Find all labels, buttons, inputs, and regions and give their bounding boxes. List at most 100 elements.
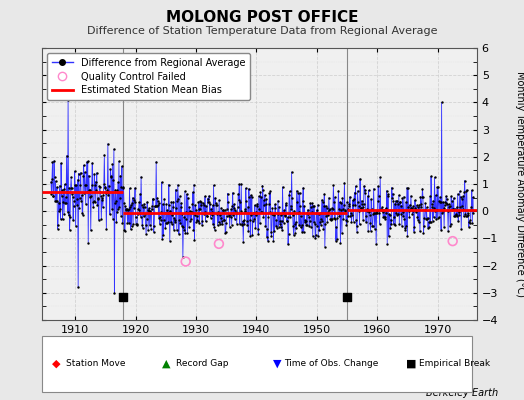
Point [442,196,451,202]
Point [134,206,143,213]
Point [399,213,408,220]
Point [219,207,227,213]
Text: MOLONG POST OFFICE: MOLONG POST OFFICE [166,10,358,25]
Point [172,205,180,211]
Point [423,214,432,221]
Point [326,216,334,222]
Point [335,213,344,220]
Point [266,188,275,195]
Point [218,221,226,228]
Point [79,212,87,218]
Point [119,185,127,191]
Point [217,205,225,211]
Point [398,222,406,229]
Point [351,183,359,189]
Point [209,202,217,208]
Point [193,217,202,223]
Point [89,204,97,210]
Point [216,221,224,228]
Point [128,194,137,201]
Point [49,193,57,199]
Point [299,198,307,204]
Point [286,214,294,220]
Point [354,207,363,214]
Point [278,184,287,190]
Point [65,184,73,191]
Point [344,206,352,212]
Point [363,208,371,215]
Point [146,222,154,228]
Point [254,225,262,232]
Point [373,210,381,216]
Point [183,191,191,197]
Point [347,219,356,226]
Point [311,220,319,227]
Point [432,216,440,222]
Point [169,203,177,210]
Point [350,196,358,202]
Point [425,219,434,226]
Point [112,198,120,205]
Point [63,189,71,195]
Point [239,239,247,245]
Point [158,235,167,242]
Point [111,200,119,206]
Point [437,227,445,233]
Point [337,200,346,206]
Point [77,170,85,176]
Point [300,202,308,209]
Point [186,218,194,225]
Point [163,207,171,214]
Point [238,222,246,228]
Point [423,216,431,223]
Point [440,204,448,211]
Point [304,211,312,217]
Point [82,158,91,165]
Point [311,234,320,241]
Point [292,188,301,194]
Point [355,203,363,210]
Point [468,219,476,226]
Point [64,212,73,218]
Point [453,213,462,219]
Point [387,221,396,227]
Point [47,191,56,198]
Point [296,203,304,209]
Point [357,205,365,212]
Point [139,204,147,210]
Point [132,220,140,227]
Point [200,210,208,217]
Point [247,212,256,218]
Point [461,211,470,218]
Point [352,222,361,229]
Point [144,207,152,214]
Point [460,213,468,220]
Point [103,189,111,195]
Point [209,221,217,228]
Point [85,187,93,193]
Point [297,224,305,230]
Point [138,224,147,231]
Point [429,214,438,220]
Point [226,210,234,217]
Point [126,204,134,210]
Point [449,206,457,213]
Point [203,195,212,202]
Point [368,223,376,230]
Point [309,233,317,239]
Point [211,194,219,201]
Point [272,217,281,224]
Point [397,202,406,209]
Point [401,226,410,233]
Point [443,201,451,207]
Point [455,212,463,219]
Point [74,284,82,290]
Point [207,206,215,212]
Point [196,206,205,212]
Point [304,213,313,220]
Point [419,194,427,200]
Point [158,179,166,186]
Point [275,224,283,230]
Point [290,208,298,214]
Point [401,224,409,231]
